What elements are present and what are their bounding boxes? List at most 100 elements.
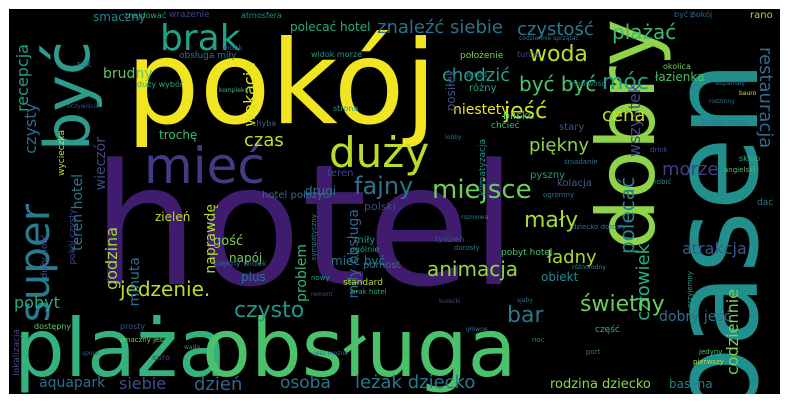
word-smaczny-jesc: smaczny jeść (120, 336, 167, 344)
word-miejsce: miejsce (432, 175, 532, 205)
word-noc: noc (532, 336, 545, 344)
word-pomost: pomost (363, 260, 401, 271)
word-restauracja: restauracja (755, 47, 776, 149)
word-klimatyzacja: klimatyzacja (478, 139, 488, 196)
word-siebie: siebie (119, 374, 167, 393)
word-polski: polski (364, 200, 396, 213)
word-aquapark: aquapark (39, 375, 106, 391)
word-miec-byc: mieć być (331, 254, 386, 268)
word-pokoj: pokój (126, 16, 437, 151)
word-dobry-jesc: dobry jeść (659, 309, 732, 325)
word-bar: bar (507, 303, 544, 328)
word-morze: morze (662, 159, 719, 180)
word-mily: miły (354, 235, 376, 246)
word-pyszny: pyszny (530, 170, 565, 181)
word-kurecki: kurecki (439, 298, 461, 305)
word-dziecko-dorosly: dziecko dorosły (572, 223, 627, 231)
word-cena: cena (602, 105, 646, 126)
word-standard: standard (343, 278, 383, 288)
word-turcja: turcja (517, 50, 540, 59)
word-fajny: fajny (354, 172, 414, 200)
word-nowy: nowy (311, 274, 330, 282)
word-glowne: główne (466, 326, 488, 333)
word-stary: stary (559, 122, 585, 133)
word-oczywiscie: oczywiście (67, 103, 100, 110)
word-polozenie: położenie (460, 51, 504, 61)
word-ogrod: ogród (464, 70, 488, 79)
word-prosty: prosty (120, 322, 146, 331)
word-chciec: chcieć (491, 121, 520, 131)
word-czystosc: czystość (517, 19, 594, 40)
word-woda: woda (529, 42, 588, 67)
word-wspanialy: wspaniały (715, 80, 745, 87)
word-chodzic: chodzić (442, 65, 511, 86)
word-dac: dać (757, 198, 774, 208)
word-osoba: osoba (280, 373, 331, 393)
word-rozmowa: rozmowa (461, 214, 489, 221)
word-niestety: niestety (453, 102, 510, 118)
word-wieczor: wieczór (93, 137, 109, 191)
word-lokalizacja: lokalizacja (12, 329, 22, 376)
word-kolacja: kolacja (557, 178, 592, 189)
word-brak-hotel: brak hotel (351, 288, 387, 296)
word-codziennie: codziennie (723, 289, 742, 375)
word-blisko: blisko (503, 109, 535, 122)
word-napoj: napój (229, 251, 263, 265)
word-widok: widok (222, 44, 243, 52)
word-lobby: lobby (445, 134, 462, 141)
word-pokoj-czysty: pokój czysty (68, 209, 78, 265)
word-recepcja: recepcja (13, 44, 32, 112)
word-piekny-widok: piękny widok (214, 259, 267, 268)
word-plazac: plażać (612, 20, 677, 44)
word-teren: teren (327, 168, 354, 179)
word-pierwszy: pierwszy (693, 358, 724, 366)
word-wada: wada (184, 344, 201, 351)
word-duzy-wybor: duży wybór (137, 80, 184, 89)
word-sympatyczny: sympatyczny (310, 214, 318, 261)
word-smaczny: smaczny (93, 10, 146, 24)
word-hotel-polozyc: hotel położyć (262, 190, 329, 201)
word-jesc: jeść (504, 99, 548, 124)
word-spore: spore (82, 350, 99, 357)
word-gosc: gość (213, 234, 244, 249)
word-miec: mieć (144, 137, 265, 195)
word-plaza: plaża (14, 302, 228, 394)
word-maly: mały (524, 208, 579, 233)
word-ogromny: ogromny (543, 191, 575, 199)
word-sklep: sklep (739, 154, 761, 163)
word-obsluga-mily: obsługa miły (179, 51, 237, 61)
word-duzy: duży (329, 128, 430, 177)
word-posilek: posiłek (444, 69, 458, 112)
word-okolica: okolica (663, 62, 691, 71)
word-drink: drink (650, 146, 668, 154)
word-rozny: różny (469, 83, 497, 94)
word-basena: basena (669, 377, 713, 391)
word-mozliwosc: możliwość (569, 80, 606, 88)
word-cloud: hotel pokój basen dobry plaża obsługa by… (9, 9, 780, 394)
word-remont: remont (311, 291, 333, 298)
word-brudny: brudny (103, 66, 153, 82)
word-swietny: świetny (580, 292, 665, 317)
word-czysty: czysty (21, 103, 40, 154)
word-codziennie-sprzatac: codziennie sprzątać (519, 35, 579, 42)
word-byc: być (31, 41, 104, 152)
word-plus: plus (241, 270, 266, 284)
word-ogolnie: ogólnie (350, 245, 380, 254)
word-hotel: hotel (92, 128, 518, 324)
word-wycieczka: wycieczka (57, 130, 67, 176)
word-gr: gr (689, 10, 696, 17)
word-euro: euro (152, 353, 170, 362)
word-znajdowac: znajdować (124, 11, 167, 20)
word-robic: robić (654, 178, 672, 186)
word-chyba: chyba (252, 119, 277, 128)
word-znalezc-siebie: znaleźć siebie (377, 17, 503, 38)
word-czesc: część (595, 325, 620, 335)
word-wakacje: wakacje (240, 62, 259, 127)
word-czas: czas (244, 130, 284, 151)
word-sniadanie: śniadanie (564, 158, 598, 166)
word-minuta: minuta (127, 257, 143, 307)
word-jedzenie: jedzenie. (120, 277, 211, 301)
word-duzy-ilosc: duży ilość (40, 234, 50, 279)
word-zielen: zieleń (155, 210, 191, 224)
word-rodzina-dziecko: rodzina dziecko (550, 377, 651, 392)
